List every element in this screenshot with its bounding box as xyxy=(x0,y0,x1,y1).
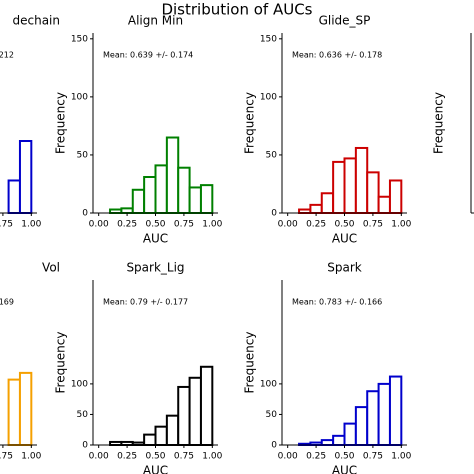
x-tick-label: 0.25 xyxy=(306,220,326,230)
x-tick-label: 0.00 xyxy=(278,452,298,462)
x-tick-label: 0.00 xyxy=(89,220,109,230)
x-tick-label: 0.75 xyxy=(0,452,13,462)
bar xyxy=(109,208,123,214)
x-tick-label: 0.00 xyxy=(278,220,298,230)
y-axis-label: Frequency xyxy=(243,332,257,394)
y-tick-label: 100 xyxy=(260,379,277,389)
y-axis-label: Frequency xyxy=(432,92,446,154)
figure-title: Distribution of AUCs xyxy=(161,1,312,19)
bar xyxy=(143,176,157,214)
annotation: Mean: 0.639 +/- 0.174 xyxy=(103,51,193,60)
panel-title: Vol xyxy=(42,261,60,275)
bar xyxy=(165,136,180,214)
x-axis-label: AUC xyxy=(143,464,168,474)
y-tick-label: 0 xyxy=(82,441,88,451)
y-axis-label: Frequency xyxy=(54,92,68,154)
x-tick-label: 0.50 xyxy=(145,452,165,462)
bar xyxy=(7,378,21,446)
bar xyxy=(188,376,202,446)
y-tick-label: 50 xyxy=(266,410,278,420)
x-tick-label: 0.25 xyxy=(306,452,326,462)
bar xyxy=(143,433,157,447)
bar xyxy=(388,375,403,446)
bar xyxy=(388,179,403,214)
y-tick-label: 0 xyxy=(271,441,277,451)
x-tick-label: 1.00 xyxy=(21,452,41,462)
x-tick-label: 1.00 xyxy=(202,452,222,462)
x-tick-label: 0.75 xyxy=(174,452,194,462)
x-tick-label: 0.75 xyxy=(363,452,383,462)
bar xyxy=(354,146,369,214)
panel-title: Align Min xyxy=(128,14,183,28)
y-tick-label: 50 xyxy=(77,410,89,420)
bar xyxy=(309,203,323,215)
bar xyxy=(199,365,214,446)
bar xyxy=(165,414,180,446)
y-tick-label: 50 xyxy=(77,150,89,160)
annotation: 212 xyxy=(0,51,14,60)
bar xyxy=(188,186,202,215)
bar xyxy=(154,425,168,446)
y-tick-label: 100 xyxy=(260,92,277,102)
y-tick-label: 50 xyxy=(266,150,278,160)
bar xyxy=(120,207,134,215)
x-tick-label: 1.00 xyxy=(202,220,222,230)
annotation: 169 xyxy=(0,298,14,307)
x-tick-label: 1.00 xyxy=(21,220,41,230)
y-tick-label: 150 xyxy=(260,34,277,44)
y-tick-label: 0 xyxy=(82,209,88,219)
x-tick-label: 0.50 xyxy=(334,220,354,230)
bar xyxy=(177,166,191,214)
bar xyxy=(298,208,312,214)
bar xyxy=(154,164,168,215)
panel-title: Spark xyxy=(327,261,362,275)
x-tick-label: 0.75 xyxy=(174,220,194,230)
x-tick-label: 0.75 xyxy=(363,220,383,230)
bar xyxy=(343,422,357,447)
x-axis-label: AUC xyxy=(332,232,357,246)
annotation: Mean: 0.636 +/- 0.178 xyxy=(292,51,382,60)
x-tick-label: 0.50 xyxy=(145,220,165,230)
y-tick-label: 100 xyxy=(71,379,88,389)
annotation: Mean: 0.79 +/- 0.177 xyxy=(103,298,188,307)
x-tick-label: 1.00 xyxy=(391,452,411,462)
bar xyxy=(366,171,380,215)
panel-title: Glide_SP xyxy=(319,14,371,28)
x-axis-label: AUC xyxy=(332,464,357,474)
bar xyxy=(377,195,391,214)
bar xyxy=(366,390,380,447)
bar xyxy=(177,385,191,447)
x-tick-label: 0.75 xyxy=(0,220,13,230)
panel-title: dechain xyxy=(13,14,61,28)
y-tick-label: 100 xyxy=(71,92,88,102)
annotation: Mean: 0.783 +/- 0.166 xyxy=(292,298,382,307)
x-tick-label: 0.00 xyxy=(89,452,109,462)
x-tick-label: 0.50 xyxy=(334,452,354,462)
bar xyxy=(320,192,335,215)
x-tick-label: 0.25 xyxy=(117,452,137,462)
y-tick-label: 0 xyxy=(271,209,277,219)
bar xyxy=(18,371,33,446)
y-axis-label: Frequency xyxy=(54,332,68,394)
bar xyxy=(131,188,146,215)
bar xyxy=(7,179,21,214)
bar xyxy=(18,140,33,214)
x-axis-label: AUC xyxy=(143,232,168,246)
bar xyxy=(332,434,346,447)
y-tick-label: 150 xyxy=(71,34,88,44)
panel-title: Spark_Lig xyxy=(126,261,184,275)
bar xyxy=(354,406,369,447)
y-axis-label: Frequency xyxy=(243,92,257,154)
bar xyxy=(332,160,346,215)
bar xyxy=(343,157,357,215)
x-tick-label: 0.25 xyxy=(117,220,137,230)
bar xyxy=(320,439,335,447)
x-tick-label: 1.00 xyxy=(391,220,411,230)
bar xyxy=(199,184,214,214)
bar xyxy=(377,382,391,446)
